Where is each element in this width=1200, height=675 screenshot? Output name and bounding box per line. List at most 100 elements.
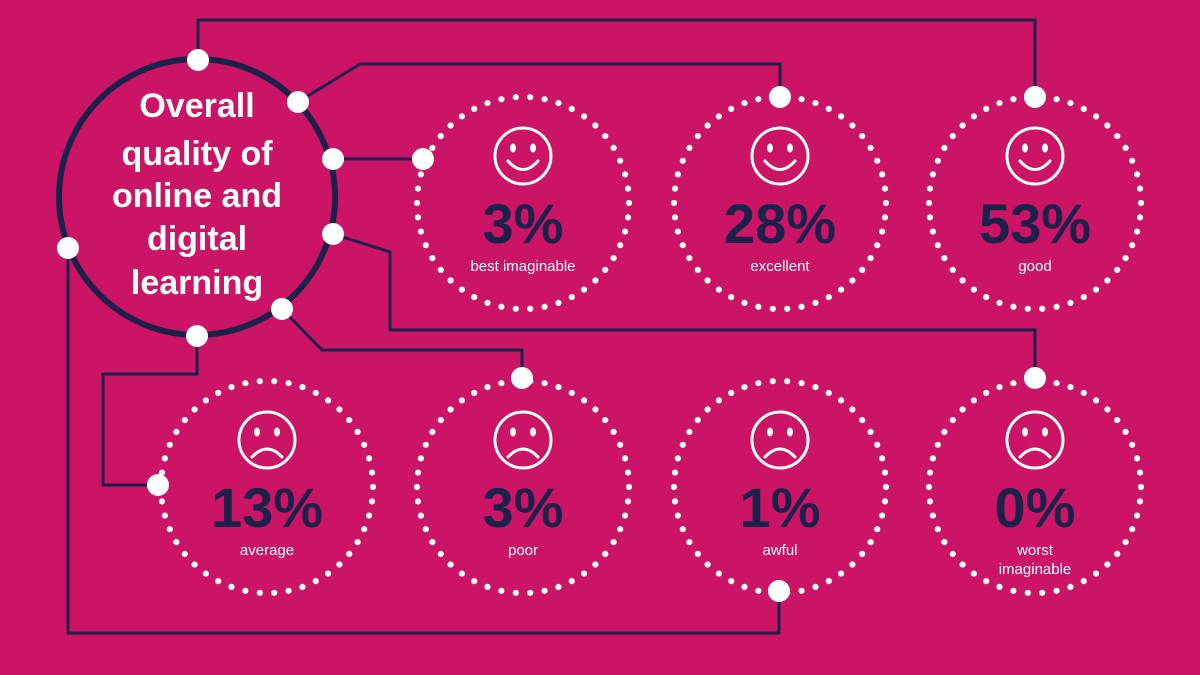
ring-dot xyxy=(926,185,934,192)
ring-dot xyxy=(592,122,599,129)
junction-dot xyxy=(57,237,79,259)
ring-dot xyxy=(686,428,693,435)
face-eye xyxy=(530,143,536,153)
ring-dot xyxy=(228,583,235,591)
center-title-line: learning xyxy=(131,264,263,302)
rating-label-line: awful xyxy=(762,542,797,559)
ring-dot xyxy=(1129,157,1136,164)
ring-dot xyxy=(838,286,845,293)
center-title-line: digital xyxy=(147,220,247,258)
ring-dot xyxy=(1067,384,1074,391)
ring-dot xyxy=(1080,389,1087,396)
ring-dot xyxy=(181,550,188,558)
ring-dot xyxy=(1053,303,1060,310)
ring-dot xyxy=(879,512,886,519)
junction-dot xyxy=(322,223,344,245)
rating-label-line: worst xyxy=(1016,542,1054,559)
ring-dot xyxy=(1122,539,1129,546)
ring-dot xyxy=(879,455,886,462)
ring-dot xyxy=(1122,428,1129,435)
ring-dot xyxy=(541,96,548,103)
ring-dot xyxy=(414,185,422,192)
ring-dot xyxy=(679,157,686,164)
face-mouth xyxy=(763,447,797,459)
ring-dot xyxy=(1053,96,1060,103)
ring-dot xyxy=(555,299,562,306)
ring-dot xyxy=(728,578,735,585)
ring-dot xyxy=(849,122,856,129)
ring-dot xyxy=(325,397,332,404)
face-mouth xyxy=(1018,447,1052,459)
ring-dot xyxy=(422,242,429,249)
ring-dot xyxy=(825,578,832,585)
ring-dot xyxy=(622,228,629,235)
ring-dot xyxy=(228,384,235,391)
ring-dot xyxy=(624,185,632,192)
ring-dot xyxy=(741,583,748,591)
ring-dot xyxy=(437,417,444,424)
ring-dot xyxy=(874,526,881,533)
ring-dot xyxy=(498,96,505,103)
face-eye xyxy=(787,427,793,437)
ring-dot xyxy=(1093,113,1100,120)
ring-dot xyxy=(679,441,686,448)
ring-dot xyxy=(825,294,832,301)
ring-dot xyxy=(368,498,376,505)
ring-dot xyxy=(1080,294,1087,301)
rating-label-line: good xyxy=(1018,258,1051,275)
ring-dot xyxy=(1137,483,1145,491)
ring-dot xyxy=(568,105,575,112)
ring-dot xyxy=(859,266,866,273)
face-eye xyxy=(274,427,280,437)
ring-dot xyxy=(1010,303,1017,310)
ring-dot xyxy=(555,384,562,391)
percent-value: 1% xyxy=(740,476,821,539)
ring-dot xyxy=(741,384,748,391)
ring-dot xyxy=(173,428,180,435)
rating-label-line: average xyxy=(240,542,294,559)
percent-value: 13% xyxy=(211,476,323,539)
ring-dot xyxy=(849,561,856,568)
ring-dot xyxy=(1010,380,1017,387)
ring-dot xyxy=(679,242,686,249)
ring-dot xyxy=(1039,305,1046,312)
ring-dot xyxy=(704,406,711,413)
ring-dot xyxy=(602,417,609,424)
ring-dot xyxy=(166,526,173,533)
ring-dot xyxy=(925,199,933,207)
ring-dot xyxy=(741,299,748,306)
ring-dot xyxy=(798,303,805,310)
face-outline xyxy=(750,126,810,186)
ring-dot xyxy=(929,171,937,178)
ring-dot xyxy=(256,378,263,385)
junction-dot xyxy=(147,474,169,496)
ring-dot xyxy=(413,483,421,491)
ring-dot xyxy=(1137,199,1145,207)
ring-dot xyxy=(422,526,429,533)
ring-dot xyxy=(1093,397,1100,404)
ring-dot xyxy=(592,277,599,284)
ring-dot xyxy=(996,100,1003,107)
ring-dot xyxy=(934,242,941,249)
ring-dot xyxy=(299,583,306,591)
ring-dot xyxy=(859,550,866,558)
ring-dot xyxy=(354,428,361,435)
rating-label-line: excellent xyxy=(750,258,810,275)
ring-dot xyxy=(447,406,454,413)
ring-dot xyxy=(929,455,937,462)
junction-dot xyxy=(511,367,533,389)
ring-dot xyxy=(674,512,682,519)
ring-dot xyxy=(715,570,723,577)
ring-dot xyxy=(728,294,735,301)
ring-dot xyxy=(934,526,941,533)
ring-dot xyxy=(158,469,166,476)
ring-dot xyxy=(285,380,292,387)
rating-label: good xyxy=(1018,258,1051,275)
ring-dot xyxy=(996,583,1003,591)
ring-dot xyxy=(202,397,209,404)
ring-dot xyxy=(366,455,373,462)
ring-dot xyxy=(1010,96,1017,103)
ring-dot xyxy=(581,286,588,293)
ring-dot xyxy=(610,539,617,546)
ring-dot xyxy=(471,578,478,585)
